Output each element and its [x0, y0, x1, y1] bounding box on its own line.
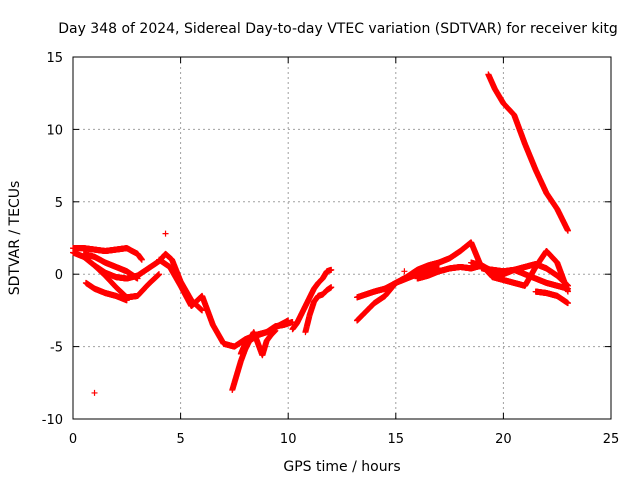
plot-frame — [72, 56, 612, 420]
data-point — [199, 307, 206, 314]
data-points — [70, 71, 571, 396]
x-tick-label: 0 — [69, 432, 77, 447]
chart-title: Day 348 of 2024, Sidereal Day-to-day VTE… — [58, 21, 618, 37]
x-axis-ticks: 0 5 10 15 20 25 — [69, 57, 619, 447]
y-tick-label: 0 — [55, 268, 63, 283]
y-tick-label: 15 — [46, 51, 63, 66]
y-tick-label: -10 — [42, 413, 63, 428]
y-tick-label: 10 — [46, 123, 63, 138]
x-tick-label: 10 — [280, 432, 297, 447]
x-tick-label: 20 — [495, 432, 512, 447]
x-tick-label: 25 — [603, 432, 620, 447]
x-tick-label: 5 — [176, 432, 184, 447]
y-tick-label: -5 — [50, 341, 63, 356]
y-axis-ticks: -10 -5 0 5 10 15 — [42, 51, 611, 428]
grid-lines — [73, 57, 611, 419]
data-point — [138, 256, 145, 263]
y-tick-label: 5 — [55, 196, 63, 211]
x-tick-label: 15 — [388, 432, 405, 447]
